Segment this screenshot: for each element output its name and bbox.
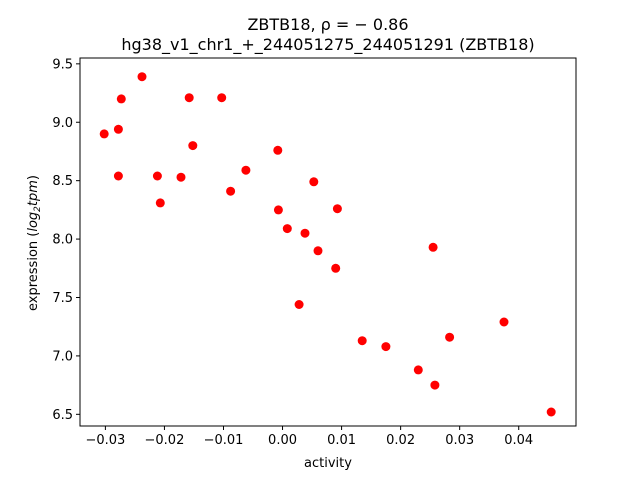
x-axis-ticks: −0.03 −0.02 −0.01 0.00 0.01 0.02 0.03 0.04 [85, 426, 533, 448]
data-point-26 [430, 380, 440, 390]
data-point-25 [428, 242, 438, 252]
y-axis-ticks: 6.5 7.0 7.5 8.0 8.5 9.0 9.5 [52, 57, 80, 423]
data-point-5 [152, 171, 162, 181]
y-axis-label-tpm: tpm [26, 180, 41, 206]
data-point-14 [273, 205, 283, 215]
data-point-13 [273, 145, 283, 155]
data-point-3 [113, 171, 123, 181]
y-axis-label-log: log [26, 212, 41, 232]
data-point-29 [546, 407, 556, 417]
y-tick-label: 6.5 [52, 408, 73, 423]
data-point-21 [332, 204, 342, 214]
x-axis-label: activity [304, 456, 352, 471]
data-point-16 [294, 300, 304, 309]
data-point-20 [331, 263, 341, 273]
data-point-15 [282, 224, 292, 234]
data-point-22 [357, 336, 367, 346]
plot-frame [79, 57, 577, 427]
data-point-4 [137, 72, 147, 82]
x-tick-label: −0.01 [204, 433, 244, 448]
data-point-24 [413, 365, 423, 375]
y-axis-label-prefix: expression ( [26, 232, 41, 311]
data-point-17 [300, 228, 310, 238]
y-tick-label: 8.5 [52, 174, 73, 189]
data-point-2 [116, 94, 126, 104]
x-tick-label: 0.02 [386, 433, 415, 448]
y-tick-label: 9.5 [52, 57, 73, 72]
x-tick-label: 0.00 [268, 433, 297, 448]
data-point-0 [99, 129, 109, 139]
chart-title-line2: hg38_v1_chr1_+_244051275_244051291 (ZBTB… [121, 35, 534, 55]
y-tick-label: 7.5 [52, 291, 73, 306]
data-point-12 [241, 165, 251, 175]
data-point-18 [309, 177, 319, 187]
data-point-10 [217, 93, 227, 103]
data-points [99, 72, 556, 417]
y-tick-label: 9.0 [52, 116, 73, 131]
data-point-27 [445, 332, 455, 342]
x-tick-label: −0.02 [145, 433, 185, 448]
x-tick-label: 0.03 [445, 433, 474, 448]
x-tick-label: 0.04 [504, 433, 533, 448]
chart-title-line1: ZBTB18, ρ = − 0.86 [247, 15, 408, 34]
y-axis-label-suffix: ) [26, 175, 41, 180]
x-tick-label: −0.03 [85, 433, 125, 448]
y-tick-label: 8.0 [52, 233, 73, 248]
data-point-1 [113, 124, 123, 134]
y-axis-label: expression (log2tpm) [26, 175, 43, 311]
data-point-19 [313, 246, 323, 256]
data-point-6 [155, 198, 165, 208]
data-point-23 [381, 342, 391, 352]
y-axis-label-sub: 2 [33, 206, 43, 212]
y-tick-label: 7.0 [52, 349, 73, 364]
data-point-8 [184, 93, 194, 103]
data-point-11 [226, 186, 236, 196]
data-point-28 [499, 317, 509, 327]
x-tick-label: 0.01 [327, 433, 356, 448]
data-point-9 [188, 141, 198, 151]
data-point-7 [176, 172, 186, 182]
